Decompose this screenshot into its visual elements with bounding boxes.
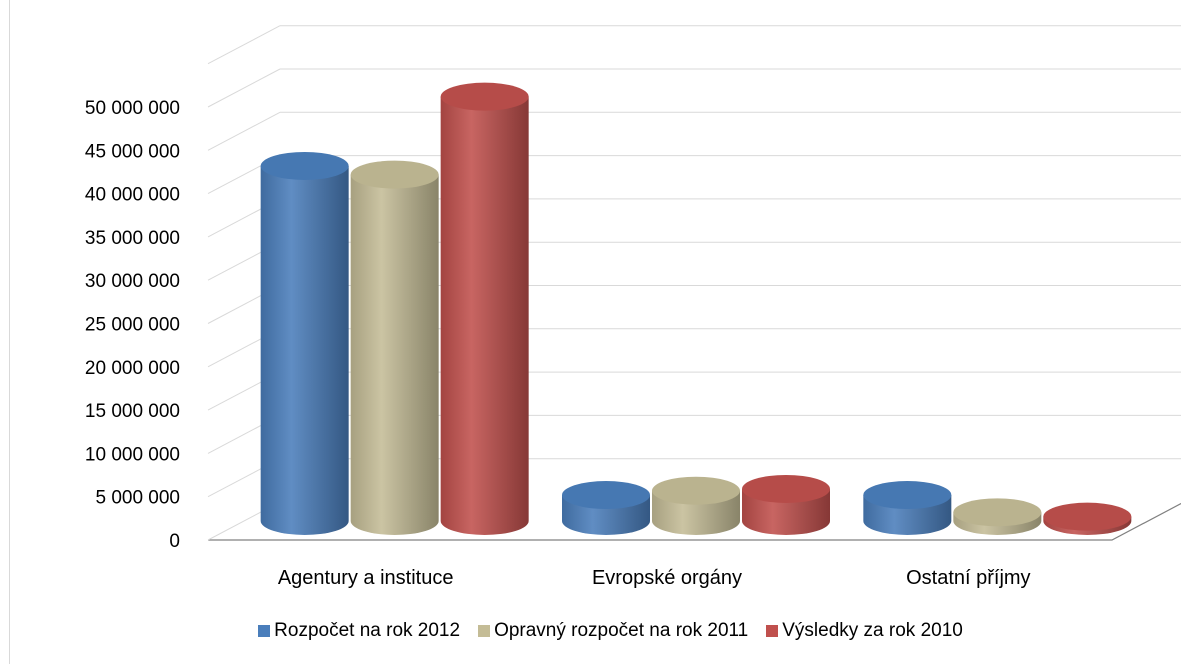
- y-tick-label: 35 000 000: [85, 228, 180, 249]
- gridline-diagonal: [207, 111, 281, 151]
- y-tick-label: 15 000 000: [85, 401, 180, 422]
- bar: [260, 151, 349, 535]
- chart-legend: Rozpočet na rok 2012 Opravný rozpočet na…: [0, 620, 1181, 642]
- bar-top: [652, 476, 740, 505]
- gridline-diagonal: [207, 68, 281, 108]
- y-tick-label: 50 000 000: [85, 98, 180, 119]
- legend-item-series-2: Výsledky za rok 2010: [766, 620, 963, 642]
- bar-body: [260, 165, 349, 535]
- x-tick-label: Agentury a instituce: [278, 567, 454, 589]
- bar: [742, 474, 830, 535]
- gridline-diagonal: [207, 25, 281, 65]
- x-tick-label: Evropské orgány: [592, 567, 742, 589]
- y-tick-label: 5 000 000: [95, 488, 180, 509]
- x-axis-line: [208, 502, 1181, 541]
- x-tick-label: Ostatní příjmy: [906, 567, 1030, 589]
- bar-top: [742, 474, 830, 503]
- bar: [1043, 502, 1132, 535]
- bar-body: [350, 174, 439, 535]
- bar: [350, 160, 439, 535]
- bar: [562, 481, 650, 535]
- bar: [652, 476, 740, 535]
- bar-body: [440, 96, 529, 535]
- bar-top: [562, 481, 650, 510]
- bar: [440, 82, 529, 535]
- chart-border: [9, 0, 10, 664]
- y-tick-label: 20 000 000: [85, 358, 180, 379]
- legend-item-series-0: Rozpočet na rok 2012: [258, 620, 460, 642]
- bar-top: [350, 160, 439, 189]
- y-tick-label: 45 000 000: [85, 141, 180, 162]
- legend-label-series-0: Rozpočet na rok 2012: [274, 620, 461, 641]
- bar-top: [863, 481, 952, 510]
- bar-top: [953, 498, 1042, 527]
- bar-top: [440, 82, 529, 111]
- y-tick-label: 10 000 000: [85, 444, 180, 465]
- bar: [863, 481, 952, 535]
- y-tick-label: 25 000 000: [85, 315, 180, 336]
- legend-label-series-1: Opravný rozpočet na rok 2011: [494, 620, 749, 641]
- y-tick-label: 0: [169, 531, 180, 552]
- bar: [953, 498, 1042, 535]
- y-tick-label: 30 000 000: [85, 271, 180, 292]
- legend-item-series-1: Opravný rozpočet na rok 2011: [478, 620, 748, 642]
- legend-label-series-2: Výsledky za rok 2010: [782, 620, 963, 641]
- legend-swatch-series-0: [258, 625, 271, 637]
- y-tick-label: 40 000 000: [85, 185, 180, 206]
- bar-top: [260, 151, 349, 180]
- legend-swatch-series-1: [478, 625, 491, 637]
- legend-swatch-series-2: [766, 625, 779, 637]
- bar-top: [1043, 502, 1132, 531]
